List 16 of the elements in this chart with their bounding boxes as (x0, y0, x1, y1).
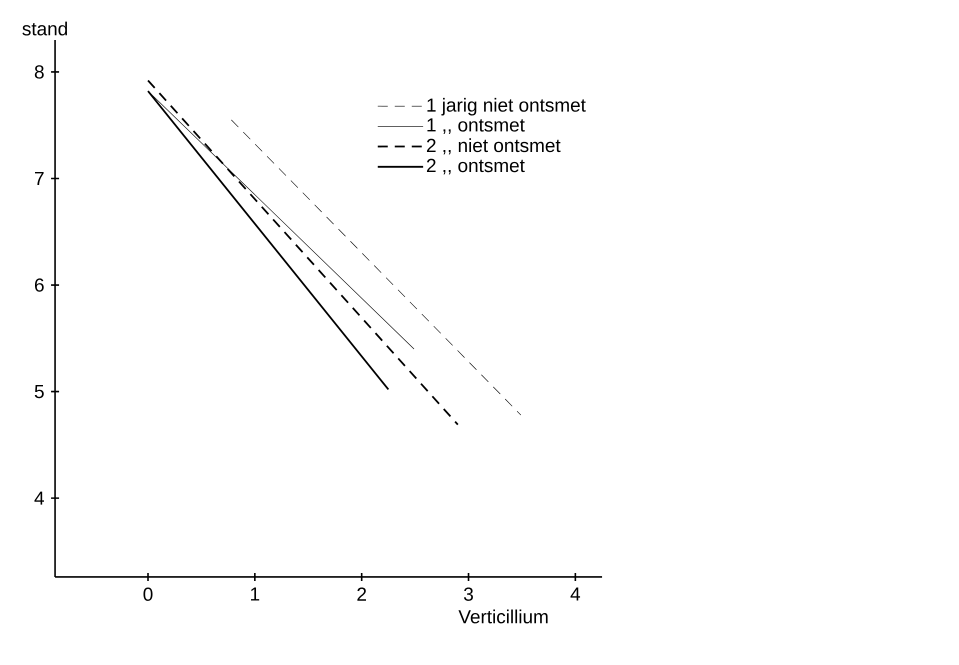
legend-label: 1 ,, ontsmet (427, 118, 525, 134)
y-axis-title: stand (22, 22, 67, 36)
x-tick-label: 3 (464, 587, 473, 601)
legend-label: 2 ,, ontsmet (426, 158, 525, 174)
legend-label: 2 ,, niet ontsmet (426, 138, 561, 154)
x-tick-label: 4 (570, 588, 580, 601)
y-tick-label: 7 (34, 172, 44, 186)
y-tick-label: 5 (34, 384, 44, 398)
x-tick-label: 2 (357, 587, 366, 601)
y-tick-label: 4 (34, 492, 44, 505)
y-tick-label: 8 (34, 65, 44, 79)
x-tick-label: 0 (143, 587, 153, 601)
y-tick-label: 6 (34, 278, 44, 292)
x-tick-label: 1 (251, 588, 260, 601)
legend-label: 1 jarig niet ontsmet (427, 98, 586, 116)
x-axis-title: Verticillium (458, 609, 548, 624)
